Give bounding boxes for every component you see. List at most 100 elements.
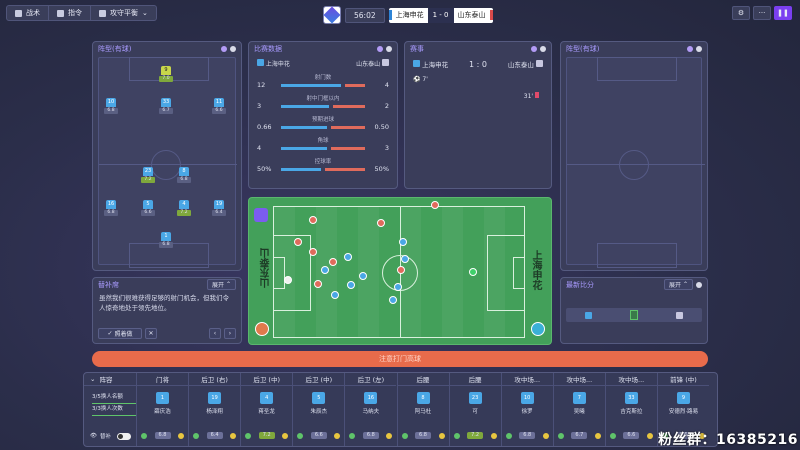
player-rating: 6.6 <box>623 432 640 439</box>
home-badge-icon <box>413 60 420 67</box>
shirt-icon: 1 <box>156 392 169 404</box>
subs-toggle[interactable] <box>117 432 131 440</box>
player-marker[interactable]: 16 6.8 <box>104 200 118 216</box>
player-rating: 6.6 <box>675 432 692 439</box>
panel-dots[interactable] <box>687 45 702 52</box>
player-marker[interactable]: 19 6.4 <box>212 200 226 216</box>
mentality-label: 攻守平衡 <box>110 9 138 17</box>
panel-dots[interactable] <box>221 45 236 52</box>
shirt-icon: 23 <box>468 392 482 404</box>
expand-button[interactable]: 展开 ⌃ <box>207 279 236 290</box>
player-name: 徐罗 <box>521 409 533 415</box>
shirt-icon: 9 <box>677 392 690 404</box>
player-name: 可 <box>472 409 478 415</box>
home-badge-icon <box>585 311 592 319</box>
player-marker[interactable]: 9 7.0 <box>159 66 173 82</box>
stat-away-value: 3 <box>384 144 389 152</box>
player-rating: 6.8 <box>519 432 536 439</box>
event-away: 31' <box>405 83 551 100</box>
player-marker[interactable]: 10 6.8 <box>104 98 118 114</box>
away-team: 山东泰山 <box>356 59 389 68</box>
position-label: 后腰 <box>449 373 501 386</box>
panel-dots[interactable] <box>531 45 546 52</box>
away-team: 山东泰山 <box>508 59 543 69</box>
player-dot <box>314 280 322 288</box>
lineup-player[interactable]: 后卫 (中) 4 蒋圣龙 7.2 <box>240 373 293 446</box>
heart-icon <box>662 432 668 439</box>
stat-away-value: 2 <box>384 102 389 110</box>
morale-icon <box>334 432 341 439</box>
player-marker[interactable]: 1 6.8 <box>159 232 173 248</box>
player-name: 蒋圣龙 <box>258 409 275 415</box>
morale-icon <box>699 432 705 439</box>
lineup-player[interactable]: 门将 1 薛庆浩 6.8 <box>136 373 188 446</box>
collapse-icon[interactable]: ⌄ <box>90 375 96 383</box>
player-marker[interactable]: 5 6.6 <box>141 200 155 216</box>
lineup-player[interactable]: 后卫 (右) 19 杨泽翔 6.4 <box>188 373 241 446</box>
panel-dots[interactable] <box>377 45 392 52</box>
heart-icon <box>245 432 252 439</box>
stat-label: 射中门框以内 <box>306 96 340 102</box>
shirt-icon: 5 <box>312 392 326 404</box>
shirt-icon: 16 <box>364 392 378 404</box>
prev-icon[interactable]: ‹ <box>209 328 221 339</box>
tactics-icon <box>15 9 22 17</box>
next-icon[interactable]: › <box>224 328 236 339</box>
player-name: 安德烈·路易 <box>668 409 699 415</box>
pause-icon[interactable]: ❚❚ <box>774 6 792 20</box>
assistant-text: 虽然我们很难获得足够的射门机会，但我们令人惊奇地处于领先地位。 <box>99 294 229 312</box>
away-badge-icon <box>382 59 389 66</box>
position-label: 攻中场... <box>605 373 657 386</box>
lineup-title: 阵容 <box>99 376 113 384</box>
position-label: 后腰 <box>397 373 449 386</box>
lineup-player[interactable]: 攻中场... 10 徐罗 6.8 <box>500 373 553 446</box>
lineup-player[interactable]: 攻中场... 7 吴曦 6.7 <box>552 373 605 446</box>
mentality-dropdown[interactable]: 攻守平衡 ⌄ <box>91 6 156 20</box>
instructions-button[interactable]: 指令 <box>49 6 91 20</box>
stat-home-value: 0.66 <box>257 123 272 131</box>
morale-icon <box>178 432 184 439</box>
lineup-player[interactable]: 后卫 (左) 16 马纳夫 6.8 <box>344 373 397 446</box>
player-dot <box>377 219 385 227</box>
home-team-name: 上海申花 <box>388 10 428 20</box>
morale-icon <box>438 432 445 439</box>
player-name: 阿马杜 <box>414 409 432 415</box>
score-row[interactable] <box>566 308 702 322</box>
competition-logo <box>254 208 268 222</box>
lineup-player[interactable]: 攻中场... 33 吉克斯拉 6.6 <box>604 373 657 446</box>
tactics-button[interactable]: 战术 <box>7 6 49 20</box>
close-icon[interactable]: ✕ <box>145 328 157 339</box>
toolbar-left: 战术 指令 攻守平衡 ⌄ <box>6 5 157 21</box>
lineup-player[interactable]: 前锋 (中) 9 安德烈·路易 6.6 <box>657 373 709 446</box>
shirt-icon: 10 <box>520 392 534 404</box>
player-marker[interactable]: 23 7.2 <box>141 167 155 183</box>
expand-button[interactable]: 展开 ⌃ <box>664 279 693 290</box>
player-marker[interactable]: 33 6.7 <box>159 98 173 114</box>
shout-button[interactable]: 注意打门高球 <box>92 351 708 367</box>
player-rating: 6.4 <box>206 432 223 439</box>
lineup-player[interactable]: 后卫 (中) 5 朱辰杰 6.6 <box>292 373 345 446</box>
player-rating: 6.7 <box>571 432 588 439</box>
player-marker[interactable]: 4 7.2 <box>177 200 191 216</box>
heart-icon <box>609 432 616 439</box>
match-clock: 56:02 <box>345 7 385 23</box>
follow-advice-button[interactable]: ✓ 照着做 <box>98 328 142 339</box>
gear-icon[interactable]: ⚙ <box>732 6 750 20</box>
pitch-away-label: 山东泰山 <box>261 248 272 288</box>
more-icon[interactable]: ··· <box>753 6 771 20</box>
lineup-player[interactable]: 后腰 23 可 7.2 <box>448 373 501 446</box>
mini-pitch <box>98 57 237 268</box>
panel-title: 替补席 <box>98 280 119 289</box>
player-rating: 7.2 <box>258 432 275 439</box>
player-dot <box>309 248 317 256</box>
sub-windows: 3/3换人次数 <box>92 404 136 416</box>
stat-label: 角球 <box>317 138 329 144</box>
player-marker[interactable]: 8 6.8 <box>177 167 191 183</box>
eye-icon: 👁 <box>90 433 97 439</box>
lineup-player[interactable]: 后腰 8 阿马杜 6.8 <box>396 373 449 446</box>
player-dot <box>397 266 405 274</box>
player-name: 马纳夫 <box>362 409 380 415</box>
player-marker[interactable]: 11 6.6 <box>212 98 226 114</box>
mentality-icon <box>99 9 106 17</box>
heart-icon <box>401 432 408 439</box>
